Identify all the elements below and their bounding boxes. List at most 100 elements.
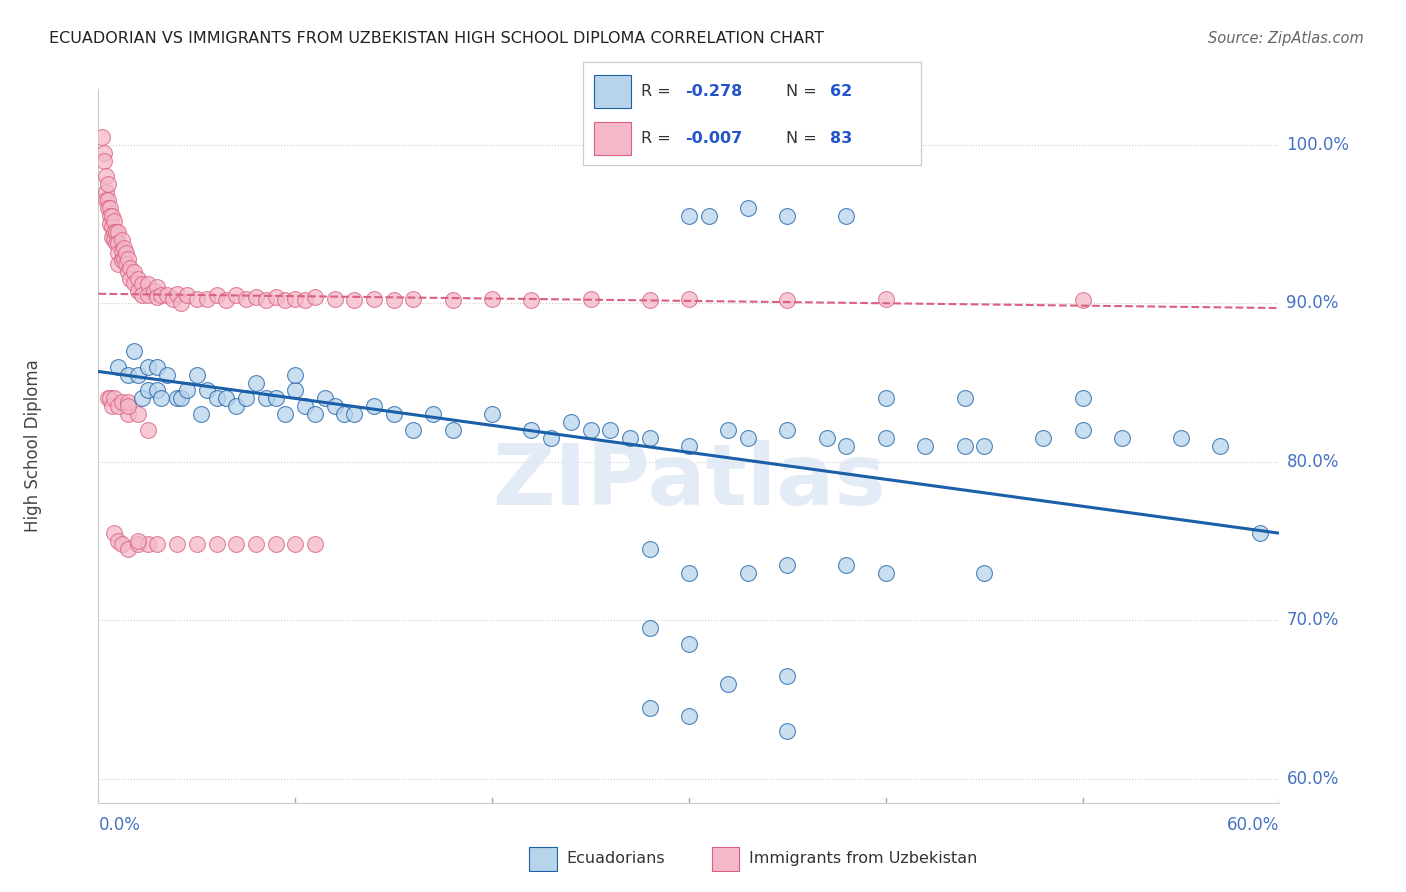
Point [953,392,976,406]
Point [323,400,346,414]
Point [112,241,135,255]
Point [343,407,366,421]
Point [131,288,153,302]
Text: 60.0%: 60.0% [1227,816,1279,834]
Text: 83: 83 [830,131,852,146]
Point [107,257,129,271]
Point [579,292,602,306]
Point [1071,423,1094,437]
Point [166,392,188,406]
Point [118,272,141,286]
Point [363,400,385,414]
Point [103,233,125,247]
Point [112,252,135,266]
Point [1071,392,1094,406]
Point [294,400,316,414]
Point [254,392,277,406]
Point [323,292,346,306]
Point [875,566,897,580]
Point [131,277,153,292]
Point [162,292,184,306]
Point [96,169,118,184]
Point [107,235,129,250]
Point [284,292,307,306]
Point [333,407,356,421]
Point [235,292,257,306]
Point [96,193,118,207]
Point [254,293,277,307]
Point [481,407,503,421]
Point [717,677,740,691]
Point [973,439,995,453]
Text: -0.007: -0.007 [685,131,742,146]
Point [101,229,124,244]
Point [122,264,145,278]
Point [737,201,759,215]
Text: Immigrants from Uzbekistan: Immigrants from Uzbekistan [749,852,977,866]
Point [127,368,149,382]
Point [93,153,115,168]
Point [638,293,661,307]
Point [245,537,267,551]
Text: 60.0%: 60.0% [1286,770,1339,788]
Point [225,288,247,302]
Point [1170,431,1192,445]
Point [284,537,307,551]
Point [678,637,700,651]
Point [875,392,897,406]
Text: 90.0%: 90.0% [1286,294,1339,312]
Point [540,431,562,445]
Text: Ecuadorians: Ecuadorians [567,852,665,866]
Point [264,392,287,406]
Point [776,209,799,223]
Point [215,392,238,406]
Point [98,217,121,231]
Point [117,407,139,421]
Point [304,537,326,551]
Point [117,542,139,557]
Point [166,537,188,551]
Point [678,708,700,723]
Point [117,394,139,409]
Point [697,209,720,223]
Point [103,526,125,541]
Point [146,290,169,304]
Point [176,288,198,302]
Point [205,537,228,551]
Point [127,272,149,286]
Point [875,431,897,445]
Point [131,392,153,406]
Point [127,407,149,421]
Point [111,233,134,247]
Point [717,423,740,437]
Point [441,423,464,437]
Text: N =: N = [786,131,823,146]
Point [107,225,129,239]
Point [105,235,128,250]
Point [638,431,661,445]
Point [737,566,759,580]
Point [101,400,124,414]
Point [122,343,145,358]
Point [186,537,208,551]
Point [619,431,641,445]
Point [101,209,124,223]
Point [560,415,582,429]
Point [638,700,661,714]
Point [107,245,129,260]
Point [98,201,121,215]
Point [343,293,366,307]
Point [111,244,134,258]
Point [835,558,858,572]
Point [103,392,125,406]
FancyBboxPatch shape [593,75,631,108]
Point [150,392,173,406]
Point [190,407,212,421]
Point [481,292,503,306]
Point [579,423,602,437]
Point [195,384,218,398]
Point [520,423,543,437]
Point [111,537,134,551]
Point [1209,439,1232,453]
Point [953,439,976,453]
